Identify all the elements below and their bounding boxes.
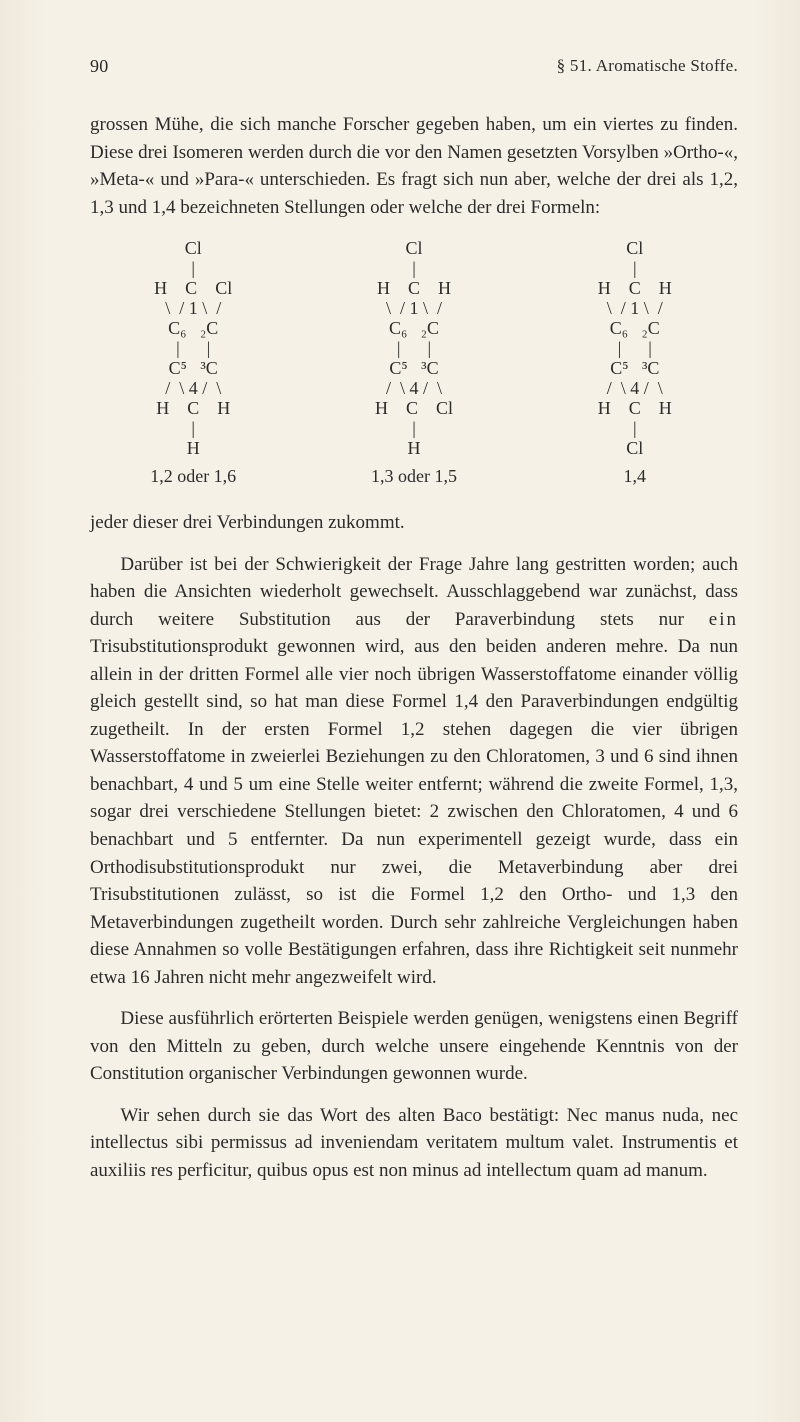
f1-lr: ³C <box>200 359 217 379</box>
f3-b2: H <box>659 399 672 419</box>
paragraph-2: jeder dieser drei Verbindungen zukommt. <box>90 509 738 537</box>
f1-row-bot: H C H <box>156 399 230 419</box>
p3-em: ein <box>709 609 738 630</box>
vbar-icon: | <box>633 259 637 279</box>
formula-3: Cl | H C H \ / 1 \ / C₆ ₂C | | C⁵ ³C / \… <box>536 239 734 487</box>
formula-1: Cl | H C Cl \ / 1 \ / C₆ ₂C | | C⁵ ³C / … <box>94 239 292 487</box>
f2-t2: H <box>438 279 451 299</box>
f3-bottom: Cl <box>626 439 643 459</box>
f3-row-top: H C H <box>598 279 672 299</box>
f1-mid: C₆ ₂C <box>168 319 218 339</box>
slash-icon: / \ 4 / \ <box>607 379 663 399</box>
slash-icon: / \ 4 / \ <box>386 379 442 399</box>
f2-top: Cl <box>405 239 422 259</box>
p3-rest: Trisubstitutionsprodukt gewonnen wird, a… <box>90 636 738 988</box>
vbar-icon: | | <box>176 339 210 359</box>
f3-mid: C₆ ₂C <box>610 319 660 339</box>
paragraph-4: Diese ausführlich erörterten Beispiele w… <box>90 1005 738 1088</box>
f1-t0: H <box>154 279 167 299</box>
running-header: 90 § 51. Aromatische Stoffe. <box>90 56 738 77</box>
f2-bottom: H <box>407 439 420 459</box>
f1-ll: C⁵ <box>169 359 187 379</box>
vbar-icon: | <box>191 419 195 439</box>
paragraph-3: Darüber ist bei der Schwierigkeit der Fr… <box>90 551 738 992</box>
page-number: 90 <box>90 56 109 77</box>
f3-ll: C⁵ <box>610 359 628 379</box>
f2-b1: C <box>406 399 418 419</box>
f2-ll: C⁵ <box>389 359 407 379</box>
f3-low: C⁵ ³C <box>610 359 659 379</box>
chemical-formulae: Cl | H C Cl \ / 1 \ / C₆ ₂C | | C⁵ ³C / … <box>94 239 734 487</box>
f3-t2: H <box>659 279 672 299</box>
f2-caption: 1,3 oder 1,5 <box>371 467 457 487</box>
f1-top: Cl <box>185 239 202 259</box>
f3-row-bot: H C H <box>598 399 672 419</box>
f1-b2: H <box>217 399 230 419</box>
f2-mid: C₆ ₂C <box>389 319 439 339</box>
f3-lr: ³C <box>642 359 659 379</box>
f1-t1: C <box>185 279 197 299</box>
vbar-icon: | <box>412 259 416 279</box>
f2-row-top: H C H <box>377 279 451 299</box>
vbar-icon: | <box>412 419 416 439</box>
f3-b0: H <box>598 399 611 419</box>
page: 90 § 51. Aromatische Stoffe. grossen Müh… <box>0 0 800 1422</box>
section-label: § 51. Aromatische Stoffe. <box>557 56 738 77</box>
f2-t1: C <box>408 279 420 299</box>
f2-lr: ³C <box>421 359 438 379</box>
f3-t1: C <box>629 279 641 299</box>
f1-t2: Cl <box>215 279 232 299</box>
f2-b0: H <box>375 399 388 419</box>
f3-b1: C <box>629 399 641 419</box>
f1-ml: C₆ <box>168 319 186 339</box>
p3-lead: Darüber ist bei der Schwierigkeit der Fr… <box>90 554 738 630</box>
paragraph-5: Wir sehen durch sie das Wort des alten B… <box>90 1102 738 1185</box>
formula-2: Cl | H C H \ / 1 \ / C₆ ₂C | | C⁵ ³C / \… <box>315 239 513 487</box>
paragraph-1: grossen Mühe, die sich manche Forscher g… <box>90 111 738 221</box>
slash-icon: \ / 1 \ / <box>607 299 663 319</box>
vbar-icon: | <box>191 259 195 279</box>
f3-mr: ₂C <box>642 319 660 339</box>
f1-b0: H <box>156 399 169 419</box>
vbar-icon: | <box>633 419 637 439</box>
slash-icon: / \ 4 / \ <box>165 379 221 399</box>
f1-caption: 1,2 oder 1,6 <box>150 467 236 487</box>
f1-b1: C <box>187 399 199 419</box>
f1-low: C⁵ ³C <box>169 359 218 379</box>
f1-row-top: H C Cl <box>154 279 232 299</box>
f3-caption: 1,4 <box>624 467 647 487</box>
f3-ml: C₆ <box>610 319 628 339</box>
slash-icon: \ / 1 \ / <box>386 299 442 319</box>
vbar-icon: | | <box>618 339 652 359</box>
f2-t0: H <box>377 279 390 299</box>
vbar-icon: | | <box>397 339 431 359</box>
f2-ml: C₆ <box>389 319 407 339</box>
slash-icon: \ / 1 \ / <box>165 299 221 319</box>
f2-mr: ₂C <box>421 319 439 339</box>
f3-t0: H <box>598 279 611 299</box>
f2-b2: Cl <box>436 399 453 419</box>
f1-mr: ₂C <box>200 319 218 339</box>
f3-top: Cl <box>626 239 643 259</box>
f2-row-bot: H C Cl <box>375 399 453 419</box>
f2-low: C⁵ ³C <box>389 359 438 379</box>
f1-bottom: H <box>187 439 200 459</box>
